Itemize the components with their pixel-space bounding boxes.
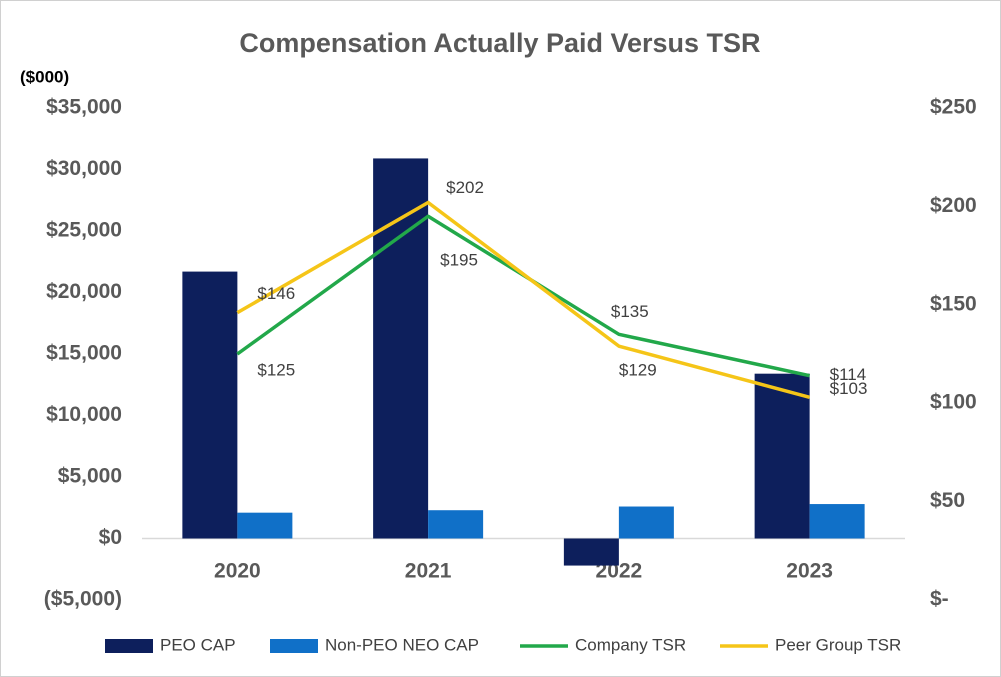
data-label: $114 — [830, 365, 867, 384]
bar — [563, 538, 619, 566]
y2-tick-label: $200 — [930, 194, 977, 217]
chart-title: Compensation Actually Paid Versus TSR — [239, 28, 760, 58]
data-label: $202 — [446, 178, 484, 197]
bar — [754, 373, 810, 539]
data-label: $146 — [257, 284, 295, 303]
y2-tick-label: $100 — [930, 391, 977, 414]
y-tick-label: $0 — [99, 526, 122, 549]
data-label: $135 — [611, 302, 649, 321]
bar — [182, 271, 238, 539]
y2-tick-label: $50 — [930, 489, 965, 512]
data-label: $103 — [830, 379, 868, 398]
legend-label: Peer Group TSR — [775, 635, 901, 654]
legend-label: Non-PEO NEO CAP — [325, 635, 479, 654]
data-label: $125 — [257, 360, 295, 379]
bar — [618, 506, 674, 539]
y-tick-label: $5,000 — [58, 465, 122, 488]
x-tick-label: 2021 — [405, 560, 452, 583]
y2-tick-label: $- — [930, 588, 949, 611]
legend-label: PEO CAP — [160, 635, 236, 654]
data-label: $129 — [619, 361, 657, 380]
legend-label: Company TSR — [575, 635, 686, 654]
bar — [373, 158, 429, 539]
line — [236, 200, 811, 399]
bar — [428, 510, 484, 539]
y-tick-label: $20,000 — [46, 280, 122, 303]
bar — [809, 504, 865, 539]
y-axis-label: ($000) — [20, 67, 69, 86]
y2-tick-label: $250 — [930, 96, 977, 119]
y-tick-label: $35,000 — [46, 96, 122, 119]
y-tick-label: $25,000 — [46, 219, 122, 242]
x-tick-label: 2023 — [786, 560, 833, 583]
data-label: $195 — [440, 251, 478, 270]
y-tick-label: ($5,000) — [44, 588, 122, 611]
y-tick-label: $10,000 — [46, 403, 122, 426]
y-tick-label: $15,000 — [46, 342, 122, 365]
y2-tick-label: $150 — [930, 292, 977, 315]
y-tick-label: $30,000 — [46, 157, 122, 180]
bar — [237, 512, 293, 539]
legend-swatch — [105, 639, 153, 653]
x-tick-label: 2020 — [214, 560, 261, 583]
legend-swatch — [270, 639, 318, 653]
